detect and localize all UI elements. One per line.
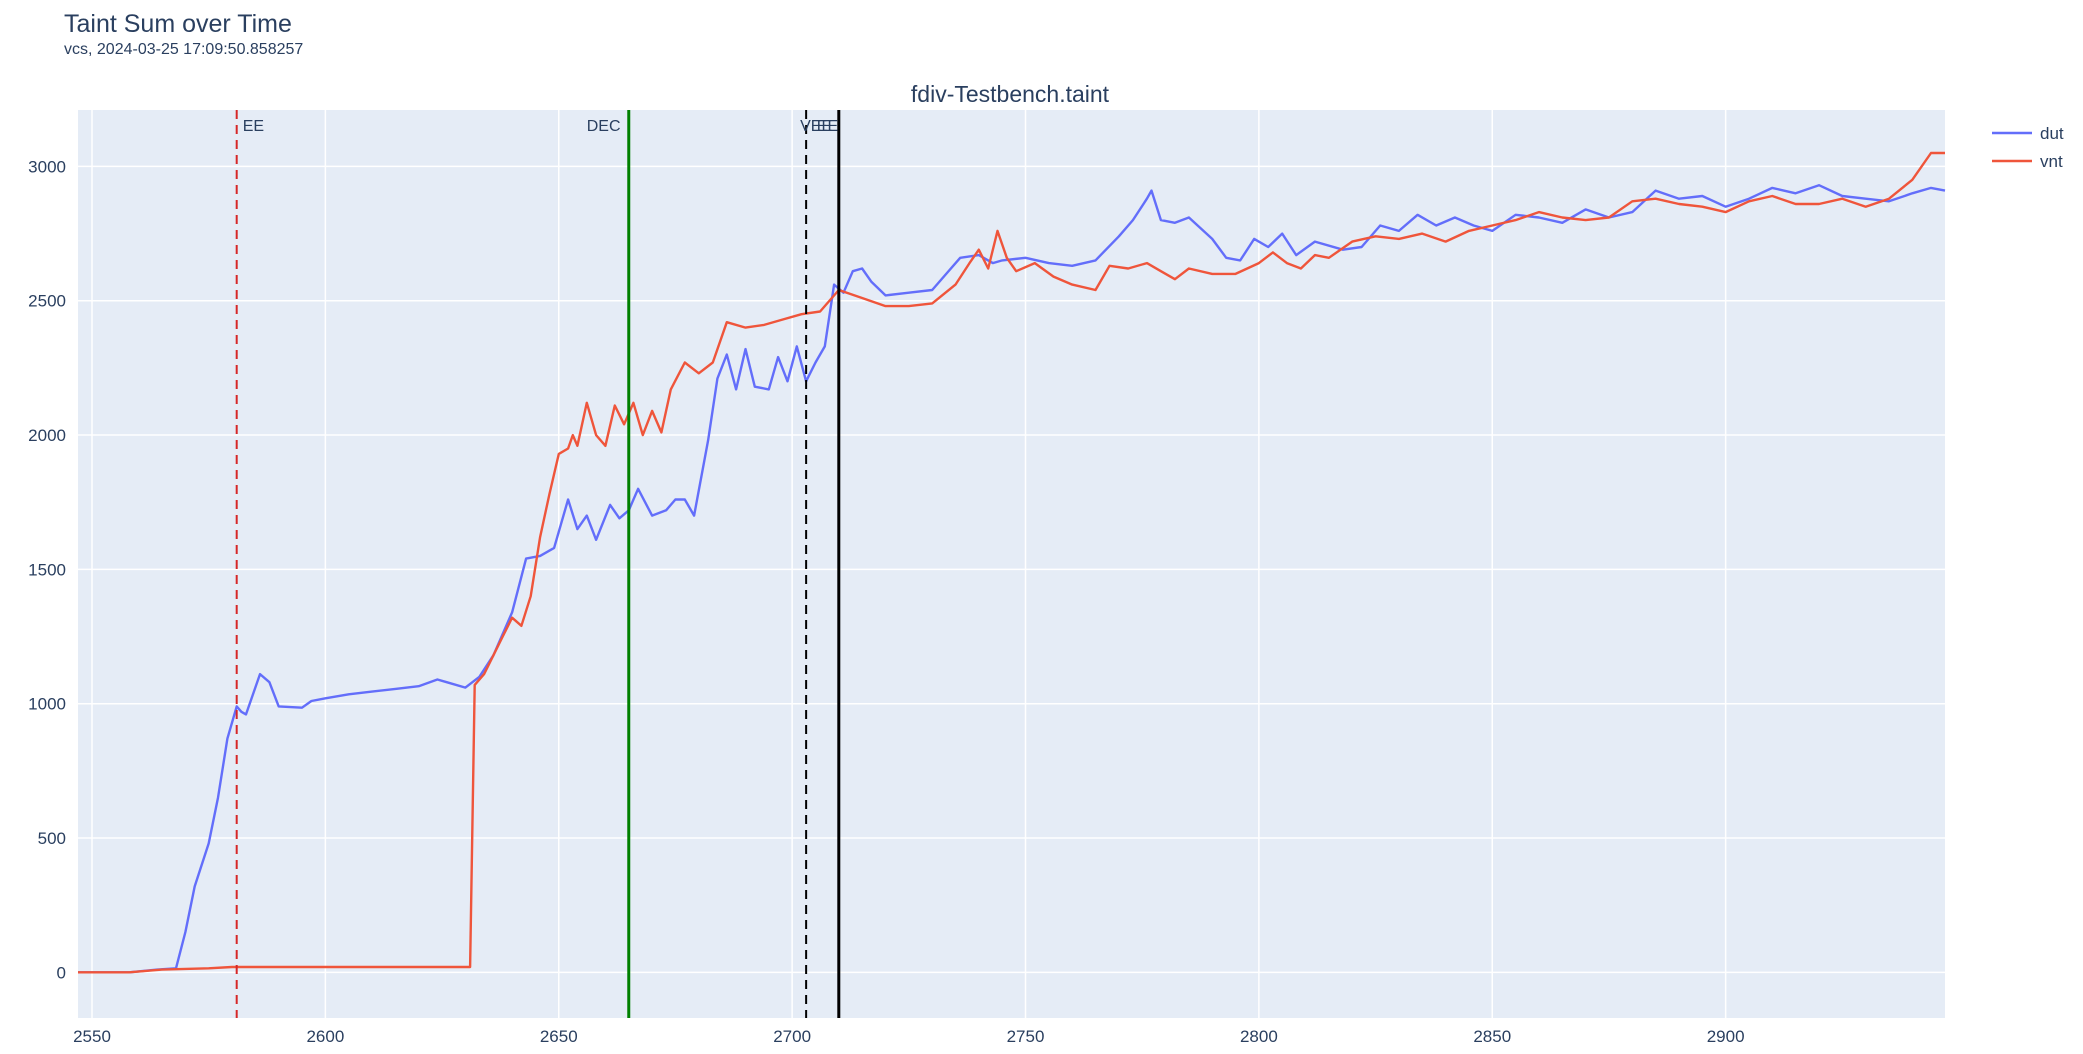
series-line-vnt bbox=[78, 151, 1945, 974]
plot-area bbox=[78, 110, 1945, 1018]
y-tick-label: 1000 bbox=[28, 695, 66, 714]
y-tick-label: 3000 bbox=[28, 157, 66, 176]
y-tick-label: 500 bbox=[38, 829, 66, 848]
marker-label-ee: EE bbox=[817, 118, 838, 135]
plot-title: fdiv-Testbench.taint bbox=[911, 81, 1110, 107]
chart-subtitle: vcs, 2024-03-25 17:09:50.858257 bbox=[64, 41, 304, 58]
x-tick-label: 2750 bbox=[1007, 1027, 1045, 1046]
marker-label-ee: EE bbox=[243, 118, 264, 135]
x-tick-label: 2600 bbox=[306, 1027, 344, 1046]
chart-title: Taint Sum over Time bbox=[64, 10, 292, 38]
y-tick-label: 2000 bbox=[28, 426, 66, 445]
legend-label-dut[interactable]: dut bbox=[2040, 124, 2064, 143]
marker-label-dec: DEC bbox=[587, 118, 621, 135]
y-tick-label: 1500 bbox=[28, 560, 66, 579]
marker-label-vee: VEE bbox=[800, 118, 832, 135]
legend-label-vnt[interactable]: vnt bbox=[2040, 152, 2063, 171]
x-tick-label: 2900 bbox=[1707, 1027, 1745, 1046]
y-tick-label: 0 bbox=[57, 963, 66, 982]
legend[interactable]: dut vnt bbox=[1992, 124, 2064, 171]
x-tick-label: 2700 bbox=[773, 1027, 811, 1046]
x-tick-label: 2550 bbox=[73, 1027, 111, 1046]
x-tick-label: 2650 bbox=[540, 1027, 578, 1046]
y-tick-label: 2500 bbox=[28, 292, 66, 311]
x-tick-label: 2800 bbox=[1240, 1027, 1278, 1046]
x-tick-label: 2850 bbox=[1473, 1027, 1511, 1046]
